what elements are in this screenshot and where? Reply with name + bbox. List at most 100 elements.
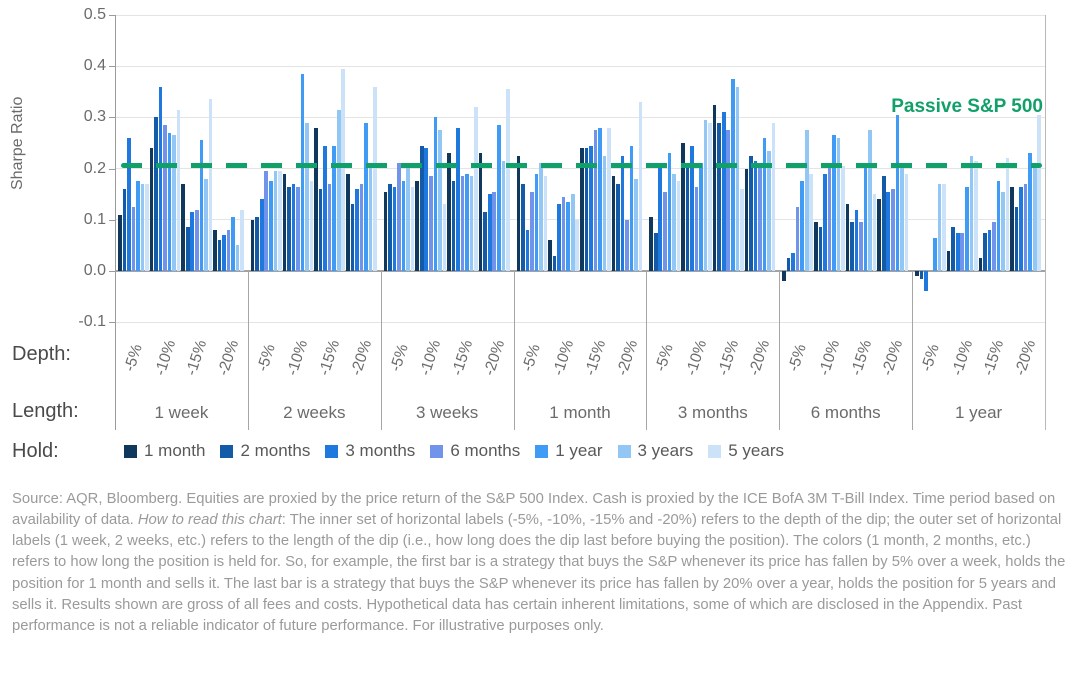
bar (717, 122, 721, 271)
legend-item: 1 year (535, 441, 603, 461)
bar (570, 194, 575, 271)
bar (629, 145, 634, 271)
bar (350, 204, 355, 271)
bar (240, 209, 244, 271)
bar (886, 191, 891, 271)
group-separator (247, 271, 249, 430)
bar (346, 173, 350, 271)
hold-legend: 1 month 2 months 3 months 6 months 1 year 3 y… (124, 438, 784, 464)
bar (602, 155, 607, 271)
bar (561, 196, 566, 271)
legend-item: 5 years (708, 441, 784, 461)
bar (309, 181, 314, 271)
bar (122, 189, 127, 271)
bar (832, 135, 836, 271)
bar (278, 171, 282, 271)
bar (827, 163, 832, 271)
bar (983, 232, 987, 271)
bar (305, 122, 309, 271)
depth-tick-label: -20% (480, 338, 508, 378)
bar (231, 217, 235, 271)
depth-tick-label: -15% (847, 338, 875, 378)
bar (204, 178, 208, 271)
hold-row-caption: Hold: (12, 440, 59, 462)
bar (190, 212, 195, 271)
bar (406, 166, 410, 271)
footnote-text-1: Source: AQR, Bloomberg. Equities are pro… (12, 491, 1056, 529)
bar (933, 237, 937, 271)
bar (589, 145, 593, 271)
bar (744, 168, 749, 271)
bar (767, 150, 771, 271)
length-tick-label: 3 weeks (415, 403, 479, 422)
bar (1037, 114, 1042, 271)
bar (987, 230, 992, 271)
depth-tick-label: -10% (948, 338, 976, 378)
bar (118, 214, 122, 271)
depth-tick-label: -10% (682, 338, 711, 378)
legend-swatch-icon (220, 444, 234, 458)
bar (703, 119, 708, 271)
bar (429, 176, 433, 271)
legend-item: 3 years (617, 441, 694, 461)
y-tick-label: 0.4 (83, 57, 106, 75)
plot-right-border (1045, 15, 1046, 430)
depth-tick-label: -20% (214, 338, 243, 378)
bar (442, 204, 447, 271)
bar (332, 145, 336, 271)
bar (226, 230, 231, 271)
bar (199, 140, 204, 271)
bar (978, 258, 983, 271)
bar (222, 235, 226, 271)
bar (273, 171, 278, 271)
benchmark-dashed-line (121, 162, 1042, 168)
bar (919, 271, 924, 279)
bar (649, 217, 654, 271)
depth-tick-label: -10% (417, 338, 445, 378)
bar (368, 163, 373, 271)
bar (740, 189, 744, 271)
legend-label: 5 years (728, 441, 784, 460)
gridline (115, 65, 1045, 67)
y-tick-label: 0.3 (83, 108, 106, 126)
bar (364, 122, 368, 271)
bar (620, 155, 625, 271)
legend-label: 3 years (637, 441, 694, 460)
bar (383, 191, 388, 271)
bar (638, 102, 643, 271)
depth-tick-label: -5% (519, 342, 545, 374)
bar (483, 212, 487, 271)
bar (539, 163, 543, 271)
legend-swatch-icon (430, 444, 444, 458)
bar (438, 130, 442, 271)
bar (465, 173, 469, 271)
bar (460, 176, 465, 271)
y-tick-label: 0.5 (83, 6, 106, 23)
legend-label: 6 months (450, 441, 521, 460)
legend-item: 1 month (124, 441, 205, 461)
bar (735, 86, 740, 271)
bar (749, 155, 753, 271)
bar (904, 173, 909, 271)
legend-label: 3 months (345, 441, 416, 460)
depth-tick-label: -15% (980, 338, 1008, 378)
bar (433, 117, 438, 271)
bar (753, 160, 758, 271)
depth-tick-label: -15% (714, 338, 742, 378)
y-tick-mark (109, 271, 115, 272)
benchmark-annotation: Passive S&P 500 (891, 96, 1043, 117)
legend-label: 1 month (144, 441, 206, 460)
length-tick-label: 1 year (954, 403, 1003, 422)
bar (552, 255, 557, 271)
bar (478, 153, 483, 271)
length-tick-label: 1 month (549, 403, 611, 422)
depth-tick-label: -15% (183, 338, 211, 378)
bar (359, 183, 364, 271)
depth-tick-label: -10% (284, 338, 312, 378)
bar (850, 222, 854, 271)
bar (282, 173, 287, 271)
bar (1014, 207, 1019, 271)
bar (181, 183, 186, 271)
depth-tick-label: -5% (918, 342, 943, 374)
